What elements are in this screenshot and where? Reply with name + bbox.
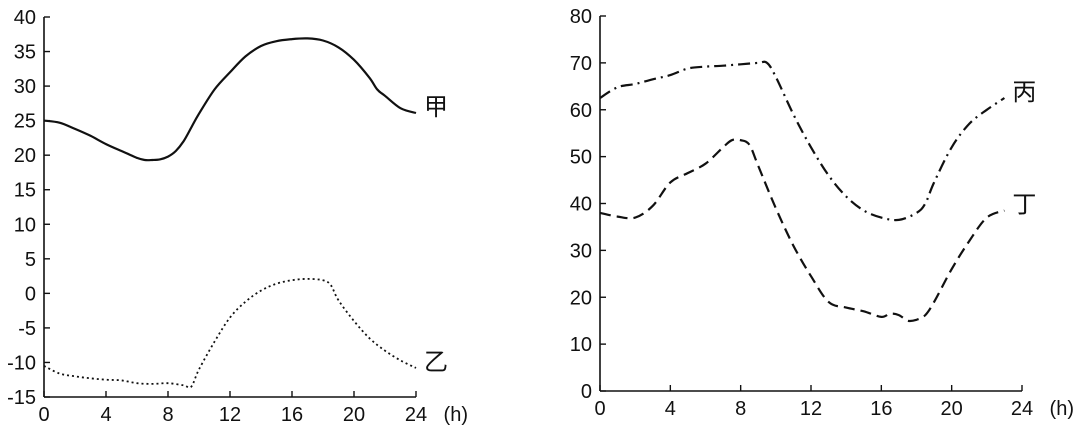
x-tick-label: 8 [162,404,173,426]
y-tick-label: 0 [25,283,36,305]
x-tick-label: 0 [594,398,605,420]
x-axis-label: (h) [1050,398,1074,420]
series-line-1-2 [43,277,417,389]
y-tick-label: 25 [14,111,36,133]
y-tick-label: 80 [570,6,592,28]
y-tick-label: -5 [18,318,36,340]
series-label: 丁 [1012,191,1036,219]
y-tick-label: 50 [570,147,592,169]
x-tick-label: 4 [100,404,111,426]
chart-2: 0 10 20 30 40 50 60 70 80 0 4 8 12 16 20 24 (h) 丙丁 [570,6,1074,420]
y-tick-label: -10 [7,352,36,374]
series-line-2-1 [599,60,1006,222]
y-tick-label: 0 [581,381,592,403]
chart-1: -15 -10 -5 0 5 10 15 20 25 30 35 40 0 4 8 12 16 20 24 (h) 甲乙 [7,7,468,426]
y-tick-label: 30 [14,76,36,98]
x-tick-label: 24 [405,404,427,426]
y-tick-label: 15 [14,180,36,202]
y-tick-label: 20 [14,145,36,167]
series-label: 甲 [424,93,448,121]
x-tick-label: 12 [800,398,822,420]
y-tick-label: 20 [570,287,592,309]
series-label: 乙 [424,348,448,376]
x-tick-label: 20 [941,398,963,420]
x-tick-label: 0 [38,404,49,426]
y-tick-label: -15 [7,387,36,409]
y-tick-label: 40 [570,194,592,216]
x-tick-label: 8 [735,398,746,420]
series-line-2-2 [599,138,1005,323]
x-tick-label: 16 [281,404,303,426]
y-tick-label: 35 [14,42,36,64]
y-tick-label: 10 [14,214,36,236]
x-tick-label: 20 [343,404,365,426]
y-tick-label: 40 [14,7,36,29]
series-label: 丙 [1012,78,1036,106]
series-line-1-1 [43,37,417,162]
y-tick-label: 70 [570,53,592,75]
y-tick-label: 60 [570,100,592,122]
x-tick-label: 24 [1011,398,1033,420]
x-axis-label: (h) [444,404,468,426]
y-tick-label: 30 [570,240,592,262]
x-tick-label: 12 [219,404,241,426]
x-tick-label: 4 [665,398,676,420]
y-tick-label: 5 [25,249,36,271]
y-tick-label: 10 [570,334,592,356]
x-tick-label: 16 [870,398,892,420]
